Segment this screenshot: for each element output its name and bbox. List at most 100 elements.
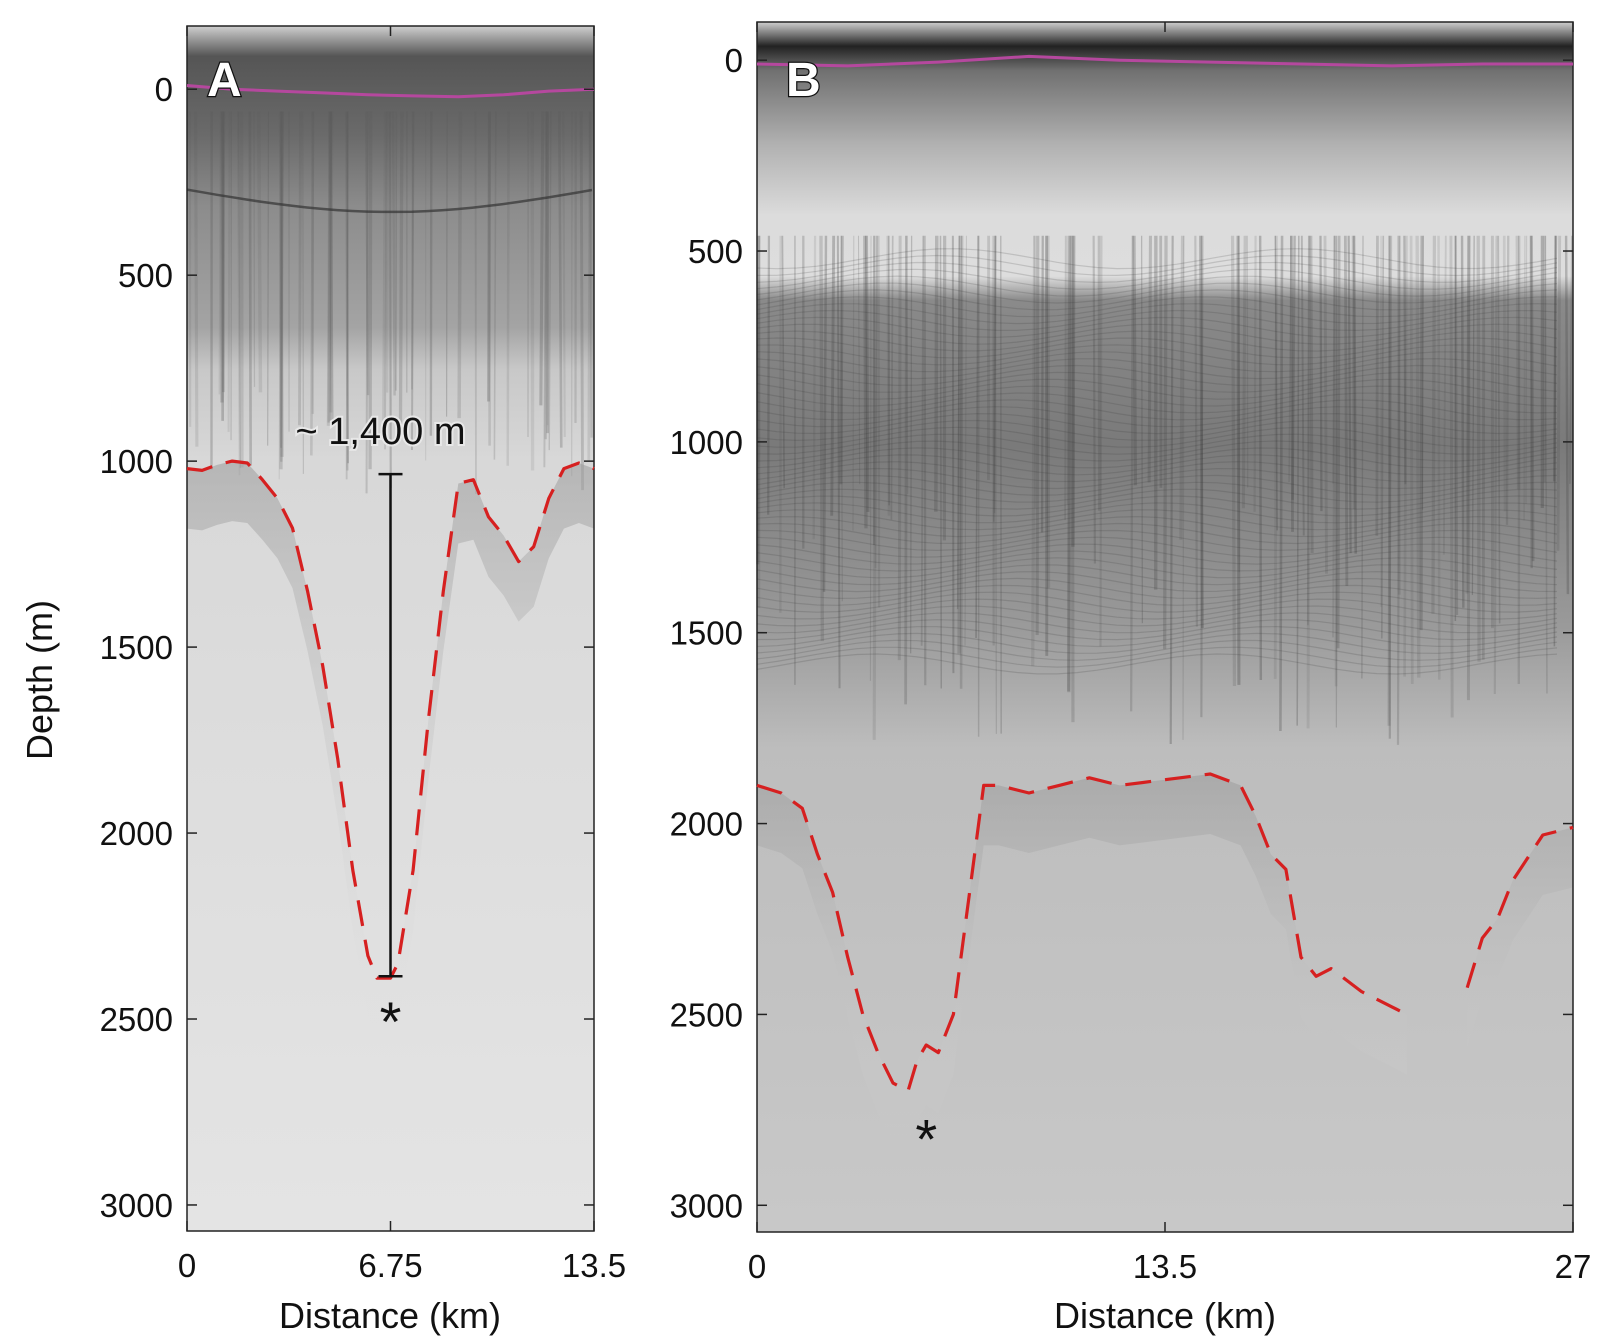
echogram-streak (543, 111, 548, 468)
echogram-streak (1442, 235, 1447, 555)
internal-layer (756, 385, 1558, 407)
echogram-streak (1421, 235, 1424, 510)
echogram-streak (1319, 235, 1323, 512)
y-tick-label: 1000 (100, 443, 173, 480)
echogram-streak (410, 111, 415, 451)
internal-layer (756, 261, 1558, 284)
internal-layer (756, 371, 1558, 393)
x-tick-label: 0 (178, 1247, 196, 1284)
echogram-streak (1199, 235, 1204, 628)
echogram-streak (1046, 235, 1051, 588)
echogram-streak (227, 111, 231, 432)
echogram-streak (391, 111, 396, 396)
echogram-streak (1553, 235, 1557, 647)
echogram-streak (1253, 235, 1257, 512)
echogram-streak (1415, 235, 1421, 678)
echogram-streak (1279, 235, 1284, 731)
echogram-streak (1162, 235, 1168, 650)
internal-layer (756, 639, 1558, 661)
internal-layer (756, 378, 1558, 400)
echogram-streak (280, 111, 284, 462)
echogram-streak (957, 235, 962, 654)
echogram-streak (1449, 235, 1454, 718)
echogram-streak (1387, 235, 1393, 726)
y-tick-label: 2500 (100, 1001, 173, 1038)
echogram-streak (1530, 235, 1535, 562)
echogram-streak (1067, 235, 1072, 693)
internal-layer (756, 625, 1558, 648)
echogram-streak (1230, 235, 1237, 687)
asterisk-marker: * (380, 990, 402, 1053)
echogram-streak (1515, 235, 1521, 490)
internal-layer (756, 646, 1558, 668)
internal-layer (756, 529, 1558, 552)
echogram-streak (857, 235, 861, 485)
y-tick-label: 500 (118, 257, 173, 294)
y-tick-label: 0 (155, 71, 173, 108)
echogram-streak (1332, 235, 1336, 638)
echogram-streak (864, 235, 870, 512)
echogram-streak (1380, 235, 1385, 639)
echogram-streak (1273, 235, 1278, 679)
echogram-streak (975, 235, 979, 638)
y-tick-label: 3000 (100, 1187, 173, 1224)
echogram-streak (1375, 235, 1379, 536)
echogram-streak (1493, 235, 1498, 695)
echogram-streak (1064, 235, 1067, 520)
echogram-streak (493, 111, 497, 460)
y-tick-label: 1500 (100, 629, 173, 666)
echogram-streak (386, 111, 390, 393)
echogram-streak (1130, 235, 1134, 712)
echogram-streak (1241, 235, 1247, 509)
echogram-streak (1238, 235, 1240, 573)
internal-layer (756, 399, 1558, 421)
x-tick-label: 6.75 (358, 1247, 422, 1284)
echogram-streak (544, 111, 549, 440)
internal-layer (756, 392, 1558, 414)
echogram-streak (1481, 235, 1486, 660)
echogram-streak (267, 111, 269, 446)
echogram-streak (1552, 235, 1558, 482)
echogram-streak (548, 111, 552, 451)
internal-layer (756, 351, 1558, 373)
internal-layer (756, 591, 1558, 613)
echogram-streak (1288, 235, 1292, 483)
internal-layer (756, 316, 1558, 339)
internal-layer (756, 612, 1558, 634)
echogram-streak (1544, 235, 1548, 694)
echogram-streak (822, 235, 828, 592)
echogram-streak (819, 235, 825, 642)
echogram-streak (1070, 235, 1075, 723)
echogram-streak (1403, 235, 1407, 485)
echogram-streaks-b (756, 235, 1573, 745)
echogram-streak (1523, 235, 1526, 521)
x-tick-label: 13.5 (562, 1247, 626, 1284)
echogram-streak (1471, 235, 1475, 595)
echogram-streak (445, 111, 448, 417)
echogram-streak (1236, 235, 1241, 685)
echogram-streak (280, 111, 283, 448)
echogram-streak (905, 235, 909, 494)
echogram-streak (904, 235, 908, 705)
echogram-streak (1397, 235, 1401, 595)
internal-layer (756, 426, 1558, 448)
echogram-streak (1300, 235, 1305, 536)
echogram-streak (238, 111, 241, 469)
echogram-streak (959, 235, 964, 689)
internal-layer (756, 282, 1558, 304)
echogram-streak (1067, 235, 1072, 692)
internal-layer (757, 619, 1558, 641)
surface-line (756, 54, 1573, 68)
internal-layer (756, 454, 1558, 476)
echogram-streak (852, 235, 855, 531)
internal-layer (756, 536, 1558, 558)
series-group-b (756, 54, 1574, 1093)
echogram-streak (781, 235, 785, 489)
internal-layer (756, 248, 1558, 270)
echogram-streak (1525, 235, 1528, 504)
echogram-streak (388, 111, 392, 488)
y-tick-label: 2500 (670, 996, 743, 1033)
echogram-streak (910, 235, 913, 654)
